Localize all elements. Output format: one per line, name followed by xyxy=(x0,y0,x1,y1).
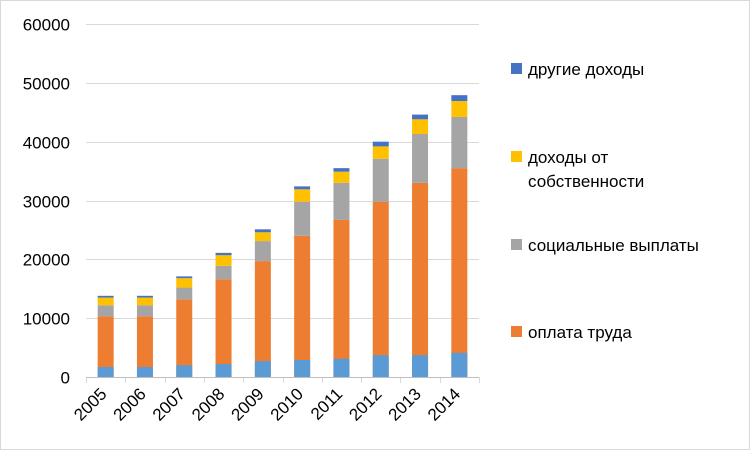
bar-segment-property-income xyxy=(294,189,311,202)
legend-swatch-other-income xyxy=(511,63,522,74)
bar-segment-wages xyxy=(333,219,350,377)
bar-segment-social-payments xyxy=(451,116,468,169)
bar-segment-property-income xyxy=(215,255,232,266)
bar-segment-other-income xyxy=(215,252,232,256)
bar-segment-inner xyxy=(136,366,153,377)
bar-segment-property-income xyxy=(176,278,193,288)
bar-segment-social-payments xyxy=(372,158,389,202)
bar-segment-inner xyxy=(215,364,232,377)
x-tick-label: 2014 xyxy=(424,384,464,424)
legend-swatch-wages xyxy=(511,326,522,337)
bar-segment-other-income xyxy=(333,168,350,172)
bar-segment-social-payments xyxy=(412,134,429,183)
x-tick-label: 2012 xyxy=(345,384,385,424)
legend-label-property-income: доходы от собственности xyxy=(528,148,645,191)
legend-item-wages: оплата труда xyxy=(511,321,738,345)
y-tick-label: 60000 xyxy=(23,16,70,35)
bar-segment-wages xyxy=(176,299,193,377)
x-tick-label: 2010 xyxy=(267,384,307,424)
legend-item-social-payments: социальные выплаты xyxy=(511,234,738,258)
y-tick-label: 0 xyxy=(61,369,70,388)
bar-segment-property-income xyxy=(97,297,114,306)
legend-item-property-income: доходы от собственности xyxy=(511,146,678,194)
bar-segment-social-payments xyxy=(254,241,271,262)
bar-segment-other-income xyxy=(97,295,114,298)
bar-segment-property-income xyxy=(451,101,468,117)
bar-segment-social-payments xyxy=(215,265,232,280)
y-tick-label: 10000 xyxy=(23,310,70,329)
bar-segment-wages xyxy=(294,235,311,377)
x-tick-label: 2007 xyxy=(149,384,189,424)
bar-segment-property-income xyxy=(372,146,389,159)
x-tick-label: 2006 xyxy=(110,384,150,424)
bar-segment-property-income xyxy=(136,297,153,306)
bar-segment-other-income xyxy=(451,95,468,102)
bar-segment-wages xyxy=(97,316,114,377)
bar-segment-other-income xyxy=(372,141,389,147)
legend-label-social-payments: социальные выплаты xyxy=(528,236,699,255)
x-tick-label: 2013 xyxy=(385,384,425,424)
x-tick-label: 2009 xyxy=(227,384,267,424)
bar-segment-wages xyxy=(412,182,429,377)
bar-segment-other-income xyxy=(294,186,311,190)
bar-segment-inner xyxy=(294,359,311,377)
bar-segment-other-income xyxy=(412,114,429,120)
bar-segment-inner xyxy=(451,352,468,377)
bar-segment-inner xyxy=(333,358,350,377)
bar-segment-social-payments xyxy=(176,287,193,300)
bar-segment-other-income xyxy=(254,229,271,233)
bar-segment-social-payments xyxy=(333,182,350,220)
y-tick-label: 50000 xyxy=(23,75,70,94)
bar-segment-inner xyxy=(372,355,389,377)
bar-segment-other-income xyxy=(176,276,193,279)
bar-segment-wages xyxy=(254,261,271,377)
bar-segment-inner xyxy=(176,365,193,377)
bar-segment-social-payments xyxy=(97,305,114,317)
legend-label-other-income: другие доходы xyxy=(528,60,645,79)
x-tick-label: 2005 xyxy=(70,384,110,424)
y-tick-label: 20000 xyxy=(23,251,70,270)
bar-segment-property-income xyxy=(333,171,350,183)
bar-segment-wages xyxy=(451,168,468,377)
bar-segment-other-income xyxy=(136,295,153,298)
x-tick-label: 2008 xyxy=(188,384,228,424)
x-tick-label: 2011 xyxy=(307,384,346,423)
y-tick-label: 40000 xyxy=(23,134,70,153)
bar-segment-inner xyxy=(254,361,271,377)
bar-segment-property-income xyxy=(412,119,429,135)
legend-swatch-property-income xyxy=(511,151,522,162)
legend-swatch-social-payments xyxy=(511,239,522,250)
bar-segment-wages xyxy=(215,279,232,377)
bar-segment-social-payments xyxy=(136,305,153,317)
bar-segment-wages xyxy=(136,316,153,377)
bar-segment-property-income xyxy=(254,232,271,242)
legend-item-other-income: другие доходы xyxy=(511,58,738,82)
bar-segment-inner xyxy=(97,366,114,377)
bar-segment-wages xyxy=(372,201,389,377)
legend-label-wages: оплата труда xyxy=(528,323,632,342)
bar-segment-inner xyxy=(412,355,429,377)
y-tick-label: 30000 xyxy=(23,193,70,212)
bar-segment-social-payments xyxy=(294,201,311,236)
